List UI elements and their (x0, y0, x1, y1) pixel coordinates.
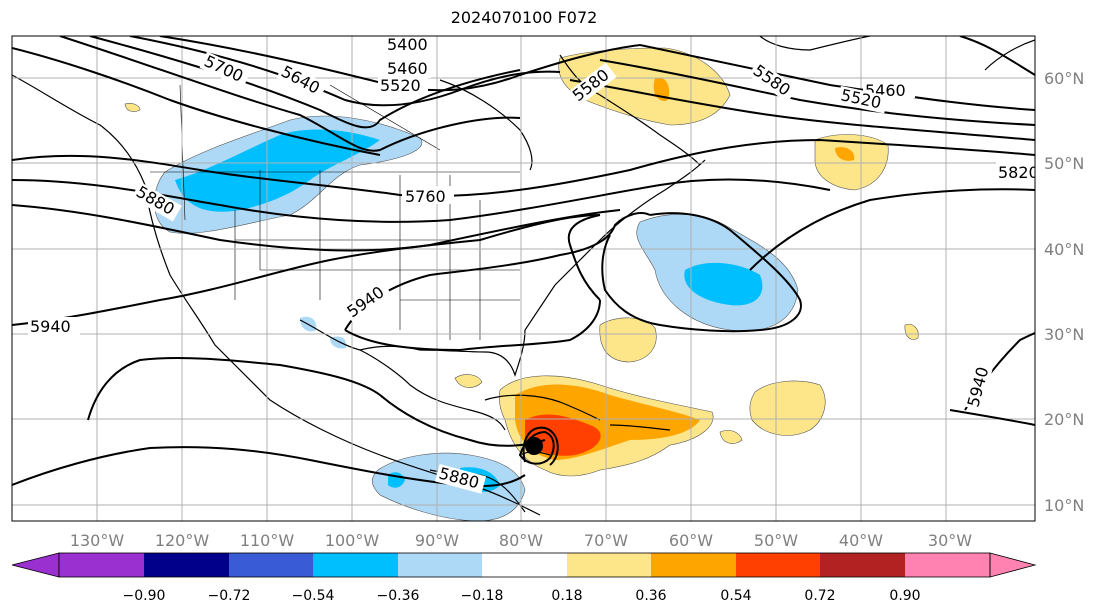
colorbar-segment (820, 553, 905, 577)
height-contours (12, 36, 1035, 488)
lon-label: 130°W (70, 531, 125, 550)
lon-label: 70°W (584, 531, 628, 550)
lat-label: 30°N (1044, 325, 1084, 344)
lon-label: 50°W (754, 531, 798, 550)
lat-label: 60°N (1044, 69, 1084, 88)
colorbar-segment (59, 553, 144, 577)
colorbar-tick-label: 0.18 (551, 588, 582, 604)
colorbar-segment (567, 553, 651, 577)
colorbar-tick-label: −0.72 (208, 588, 251, 604)
colorbar-tick-label: −0.54 (292, 588, 335, 604)
colorbar-segment (736, 553, 820, 577)
contour-label: 5460 (387, 59, 428, 78)
colorbar-extend-high (989, 552, 1037, 578)
contour-label: 5400 (387, 35, 428, 54)
colorbar: −0.90 −0.72 −0.54 −0.36 −0.18 0.18 0.36 … (11, 552, 1037, 604)
lat-label: 40°N (1044, 240, 1084, 259)
colorbar-segment (398, 553, 482, 577)
lon-label: 40°W (839, 531, 883, 550)
colorbar-tick-label: 0.36 (635, 588, 666, 604)
contour-label: 5520 (380, 76, 421, 95)
lon-label: 80°W (499, 531, 543, 550)
colorbar-tick-label: −0.90 (123, 588, 166, 604)
lat-label: 20°N (1044, 410, 1084, 429)
colorbar-segment (144, 553, 229, 577)
colorbar-segment (482, 553, 567, 577)
lon-label: 110°W (240, 531, 295, 550)
colorbar-segment (229, 553, 313, 577)
colorbar-tick-label: 0.54 (720, 588, 751, 604)
lon-label: 120°W (155, 531, 210, 550)
colorbar-tick-label: 0.72 (804, 588, 835, 604)
gridlines (12, 36, 1035, 521)
latitude-labels: 60°N 50°N 40°N 30°N 20°N 10°N (1044, 69, 1084, 515)
colorbar-tick-label: −0.18 (461, 588, 504, 604)
colorbar-segment (313, 553, 398, 577)
lon-label: 90°W (415, 531, 459, 550)
tropical-cyclone-icon (525, 437, 543, 455)
map-title: 2024070100 F072 (450, 8, 598, 27)
contour-label: 5820 (998, 163, 1039, 182)
lon-label: 100°W (325, 531, 380, 550)
contour-label: 5760 (405, 187, 446, 206)
contour-labels: 5400 5460 5520 5580 5640 5700 5760 5820 (28, 35, 1039, 494)
lon-label: 60°W (669, 531, 713, 550)
contour-label: 5940 (30, 317, 71, 336)
lon-label: 30°W (928, 531, 972, 550)
lat-label: 10°N (1044, 496, 1084, 515)
colorbar-segment (651, 553, 736, 577)
longitude-labels: 130°W 120°W 110°W 100°W 90°W 80°W 70°W 6… (70, 531, 972, 550)
lat-label: 50°N (1044, 154, 1084, 173)
colorbar-extend-low (11, 552, 60, 578)
colorbar-tick-label: −0.36 (377, 588, 420, 604)
map-frame (11, 35, 1036, 522)
colorbar-segment (905, 553, 990, 577)
colorbar-tick-label: 0.90 (889, 588, 920, 604)
